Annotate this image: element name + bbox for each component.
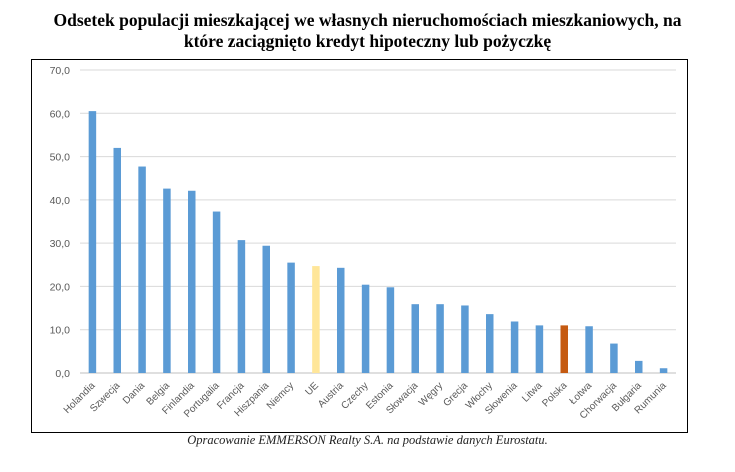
bar-dania (138, 166, 146, 373)
bar-austria (337, 267, 345, 373)
source-caption: Opracowanie EMMERSON Realty S.A. na pods… (187, 433, 548, 447)
x-tick-label: Węgry (417, 380, 445, 408)
chart-frame (31, 59, 688, 433)
bar-polska (560, 325, 568, 373)
y-tick-label: 0,0 (55, 368, 70, 380)
bar-belgia (163, 188, 171, 373)
chart-title-line-1: Odsetek populacji mieszkającej we własny… (53, 10, 682, 30)
x-tick-label: Niemcy (265, 380, 296, 411)
x-tick-label: Dania (121, 380, 148, 407)
y-tick-label: 60,0 (50, 108, 71, 120)
x-tick-label: UE (303, 380, 321, 398)
bar-estonia (386, 287, 395, 373)
bar-węgry (436, 304, 444, 373)
bar-łotwa (585, 326, 593, 373)
bar-holandia (88, 111, 97, 373)
x-tick-label: Polska (540, 380, 569, 409)
bar-chorwacja (610, 343, 618, 373)
chart-title-line-2: które zaciągnięto kredyt hipoteczny lub … (183, 31, 552, 51)
y-tick-label: 40,0 (50, 195, 71, 207)
y-tick-label: 10,0 (50, 325, 71, 337)
bar-rumunia (659, 368, 668, 373)
bar-grecja (461, 305, 469, 373)
bar-bułgaria (635, 360, 643, 373)
bar-włochy (486, 314, 494, 373)
bar-francja (237, 240, 246, 373)
y-tick-label: 20,0 (50, 281, 71, 293)
bar-ue (312, 266, 320, 373)
y-tick-label: 30,0 (50, 238, 71, 250)
bar-szwecja (113, 147, 121, 373)
bar-słowacja (411, 304, 419, 373)
bar-czechy (361, 284, 370, 373)
bar-portugalia (212, 211, 221, 373)
bar-hiszpania (262, 245, 270, 373)
y-tick-label: 50,0 (50, 152, 71, 164)
chart-title: Odsetek populacji mieszkającej we własny… (0, 10, 735, 52)
bar-słowenia (510, 321, 519, 373)
bar-litwa (535, 325, 544, 373)
bar-niemcy (287, 262, 295, 373)
y-tick-label: 70,0 (50, 65, 71, 77)
bar-finlandia (188, 190, 196, 373)
